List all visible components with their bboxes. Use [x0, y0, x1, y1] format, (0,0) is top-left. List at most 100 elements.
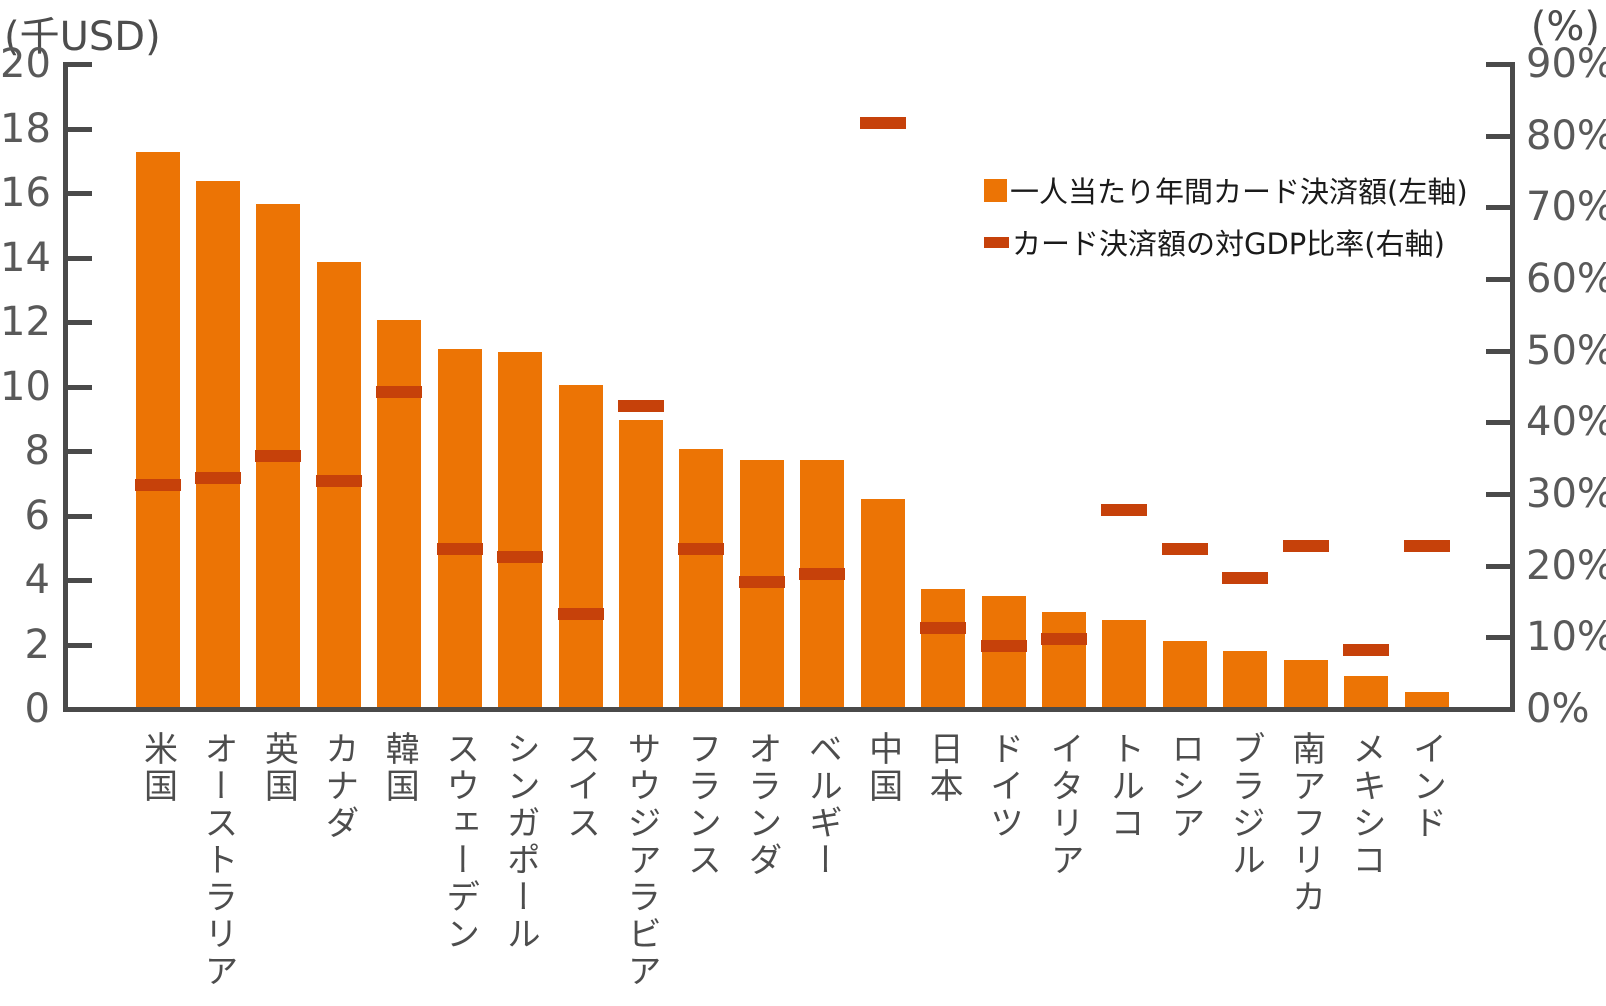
legend-item-bar-series: 一人当たり年間カード決済額(左軸): [984, 168, 1468, 212]
category-label: メキシコ: [1346, 731, 1387, 879]
left-axis-tick-label: 0: [24, 686, 50, 732]
bar: [377, 320, 422, 707]
left-axis-tick: [68, 62, 92, 67]
gdp-ratio-dash: [1343, 643, 1390, 656]
category-label: フランス: [681, 731, 722, 879]
bar: [195, 181, 240, 707]
category-label: カナダ: [318, 731, 359, 842]
left-axis-tick-label: 6: [24, 492, 50, 539]
right-axis-tick-label: 10%: [1526, 614, 1606, 661]
right-axis-tick-label: 60%: [1526, 256, 1606, 302]
left-axis-tick-label: 14: [0, 234, 51, 281]
left-axis-tick-label: 4: [24, 557, 50, 603]
gdp-ratio-dash: [134, 478, 181, 491]
category-label: サウジアラビア: [620, 731, 661, 990]
left-axis-tick: [68, 126, 92, 132]
right-axis-tick: [1486, 348, 1510, 354]
gdp-ratio-dash: [859, 116, 906, 129]
category-label: 米国: [137, 731, 178, 805]
category-label: イタリア: [1043, 731, 1084, 879]
left-axis-tick: [68, 642, 92, 648]
chart-legend: 一人当たり年間カード決済額(左軸) カード決済額の対GDP比率(右軸): [984, 168, 1468, 264]
category-label: シンガポール: [500, 731, 541, 953]
bar: [921, 589, 966, 707]
bar: [1283, 660, 1328, 707]
right-axis-tick: [1486, 635, 1510, 641]
left-axis-tick: [68, 513, 92, 519]
right-axis-tick-label: 90%: [1526, 41, 1606, 87]
category-label: 南アフリカ: [1285, 731, 1326, 916]
right-axis-tick-label: 80%: [1526, 112, 1606, 159]
bar: [1162, 640, 1207, 707]
gdp-ratio-dash: [920, 622, 967, 635]
right-axis-tick-label: 30%: [1526, 471, 1606, 517]
bar: [1102, 619, 1147, 707]
left-axis-tick-label: 8: [24, 428, 50, 474]
left-axis-line: [63, 62, 68, 712]
category-label: 韓国: [379, 731, 420, 805]
right-axis-tick-label: 0%: [1526, 686, 1590, 732]
bar: [498, 352, 543, 707]
left-axis-tick-label: 16: [0, 170, 51, 216]
gdp-ratio-dash: [376, 385, 423, 398]
left-axis-tick: [68, 255, 92, 261]
right-axis-line: [1510, 62, 1515, 712]
left-axis-tick-label: 12: [0, 299, 51, 345]
bar: [558, 384, 603, 707]
category-label: トルコ: [1104, 731, 1145, 842]
right-axis-tick: [1486, 492, 1510, 497]
right-axis-tick: [1486, 277, 1510, 282]
legend-bar-series-label: 一人当たり年間カード決済額(左軸): [1010, 175, 1468, 209]
bar: [1223, 650, 1268, 707]
category-label: ブラジル: [1225, 731, 1266, 879]
category-label: インド: [1406, 731, 1447, 842]
legend-dash-series-label: カード決済額の対GDP比率(右軸): [1012, 227, 1445, 261]
gdp-ratio-dash: [1040, 632, 1087, 645]
left-axis-tick-label: 2: [24, 621, 50, 668]
right-axis-tick: [1486, 205, 1510, 211]
gdp-ratio-dash: [1222, 572, 1269, 584]
right-axis-tick: [1486, 707, 1510, 712]
gdp-ratio-dash: [315, 475, 362, 488]
gdp-ratio-dash: [255, 450, 302, 463]
left-axis-tick: [68, 191, 92, 196]
bar: [679, 449, 724, 707]
left-axis-tick-label: 10: [0, 363, 51, 410]
left-axis-tick: [68, 384, 92, 390]
right-axis-tick: [1486, 420, 1510, 426]
right-axis-unit-label: (%): [1530, 4, 1600, 50]
category-label: 英国: [258, 731, 299, 805]
category-label: ロシア: [1164, 731, 1205, 842]
x-axis-line: [63, 707, 1515, 712]
right-axis-tick-label: 70%: [1526, 184, 1606, 231]
category-label: ドイツ: [983, 731, 1024, 842]
right-axis-tick: [1486, 133, 1510, 139]
category-label: スウェーデン: [439, 731, 480, 953]
right-axis-tick-label: 50%: [1526, 327, 1606, 374]
category-label: オーストラリア: [197, 731, 238, 990]
category-label: スイス: [560, 731, 601, 842]
bar-series-swatch-icon: [984, 178, 1007, 202]
gdp-ratio-dash: [678, 543, 725, 556]
right-axis-tick: [1486, 563, 1510, 569]
gdp-ratio-dash: [1161, 543, 1208, 556]
right-axis-tick: [1486, 62, 1510, 67]
bar: [800, 460, 845, 707]
gdp-ratio-dash: [497, 550, 544, 563]
category-label: 日本: [923, 731, 964, 805]
bar: [135, 152, 180, 707]
bar: [618, 419, 663, 707]
gdp-ratio-dash: [436, 543, 483, 556]
category-label: オランダ: [741, 731, 782, 879]
gdp-ratio-dash: [1101, 503, 1148, 516]
gdp-ratio-dash: [980, 640, 1027, 653]
left-axis-tick: [68, 707, 92, 712]
left-axis-tick: [68, 578, 92, 583]
gdp-ratio-dash: [617, 400, 664, 412]
gdp-ratio-dash: [557, 607, 604, 620]
left-axis-unit-label: (千USD): [4, 14, 161, 60]
gdp-ratio-dash: [1403, 539, 1450, 552]
bar: [1344, 676, 1389, 707]
